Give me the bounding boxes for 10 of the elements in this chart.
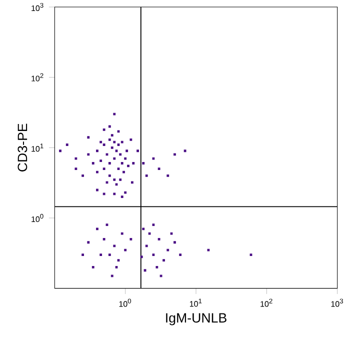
x-tick-label: 10$^{3}$ bbox=[331, 298, 343, 307]
y-tick-label: 10$^{0}$ bbox=[32, 214, 44, 222]
x-axis-title: IgM-UNLB bbox=[166, 313, 226, 326]
y-tick-label: 10$^{3}$ bbox=[32, 2, 44, 12]
y-tick-label: 10$^{1}$ bbox=[32, 144, 44, 152]
x-tick-label: 10$^{1}$ bbox=[190, 298, 202, 307]
x-tick-label: 10$^{2}$ bbox=[260, 298, 272, 307]
x-tick-label: 10$^{0}$ bbox=[119, 298, 132, 307]
y-tick-label: 10$^{2}$ bbox=[32, 73, 44, 82]
y-axis-title: CD3-PE bbox=[18, 124, 28, 172]
